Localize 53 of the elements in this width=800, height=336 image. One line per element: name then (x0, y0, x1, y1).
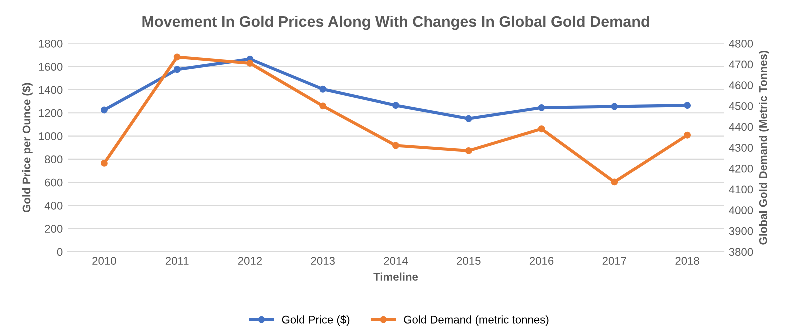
point (465, 115, 472, 122)
legend-label: Gold Price ($) (282, 315, 350, 326)
x-tick-label: 2011 (166, 257, 189, 266)
y2-tick-label: 4000 (729, 206, 754, 214)
y-tick-label: 400 (44, 202, 63, 210)
y2-tick-label: 4200 (729, 164, 754, 173)
y2-tick-label: 4700 (729, 60, 754, 69)
y2-tick-label: 4400 (729, 123, 754, 132)
point (174, 54, 181, 61)
x-tick-label: 2010 (92, 257, 116, 266)
point (246, 60, 254, 67)
y-tick-label: 200 (45, 225, 63, 233)
y2-tick-label: 3800 (729, 248, 754, 256)
y2-tick-label: 3900 (729, 227, 754, 236)
x-tick-label: 2014 (384, 257, 408, 266)
y-tick-label: 1200 (39, 109, 63, 118)
y-tick-label: 1000 (39, 132, 63, 140)
chart-title: Movement In Gold Prices Along With Changes In Global Gold Demand (142, 16, 650, 30)
y2-axis-title: Global Gold Demand (Metric Tonnes) (759, 50, 770, 245)
point (392, 142, 400, 150)
point (100, 106, 108, 114)
y2-tick-label: 4100 (729, 186, 754, 194)
x-tick-label: 2018 (676, 257, 700, 266)
point (174, 66, 181, 74)
y-tick-label: 600 (45, 178, 63, 187)
point (684, 132, 692, 139)
point (320, 86, 327, 93)
point (320, 102, 327, 110)
y-tick-label: 800 (45, 156, 63, 164)
point (100, 160, 108, 167)
x-tick-label: 2017 (602, 257, 626, 266)
y-tick-label: 1600 (39, 63, 63, 71)
point (611, 178, 618, 186)
y2-tick-label: 4800 (729, 40, 754, 48)
point (538, 104, 546, 112)
legend-label: Gold Demand (metric tonnes) (404, 316, 549, 326)
y-tick-label: 1800 (39, 40, 63, 48)
point (684, 102, 692, 110)
point (392, 102, 400, 110)
x-tick-label: 2015 (457, 257, 481, 266)
y2-tick-label: 4300 (729, 144, 754, 152)
x-tick-label: 2013 (311, 257, 335, 266)
x-tick-label: 2016 (530, 257, 554, 266)
y2-tick-label: 4500 (729, 102, 754, 110)
y2-tick-label: 4600 (729, 82, 754, 90)
point (465, 147, 472, 154)
point (538, 126, 546, 133)
y-axis-title: Gold Price per Ounce ($) (22, 83, 33, 213)
y-tick-label: 0 (57, 248, 63, 256)
y-tick-label: 1400 (39, 86, 63, 94)
x-tick-label: 2012 (238, 257, 262, 266)
point (611, 103, 618, 110)
x-axis-title: Timeline (374, 272, 418, 281)
